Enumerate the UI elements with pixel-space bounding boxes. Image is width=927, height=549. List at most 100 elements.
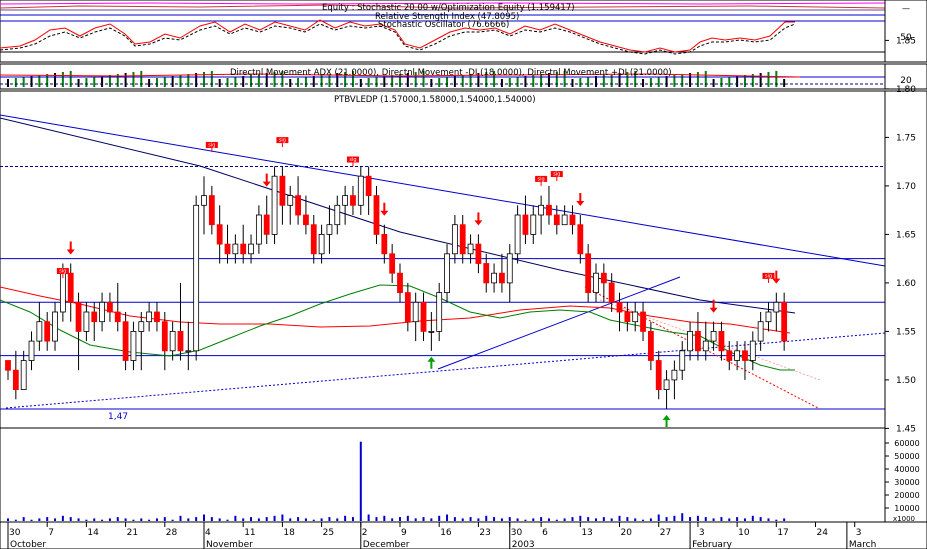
candle-57 xyxy=(451,215,458,264)
volume-bar-6 xyxy=(54,518,57,521)
candle-body-90 xyxy=(710,330,717,342)
candle-49 xyxy=(389,244,396,283)
volume-bar-11 xyxy=(93,518,96,521)
x-tick-label-12: 23 xyxy=(479,528,490,538)
candle-body-81 xyxy=(640,311,646,332)
dmi-bar-58 xyxy=(461,75,464,87)
dmi-bar-72 xyxy=(571,79,574,87)
x-tick-label-15: 13 xyxy=(581,528,592,538)
candle-93 xyxy=(734,341,741,371)
dmi-bar-24 xyxy=(195,73,198,87)
dmi-bar-27 xyxy=(218,79,221,87)
candle-80 xyxy=(632,302,639,332)
dmi-bar-80 xyxy=(634,71,637,87)
volume-bar-71 xyxy=(563,518,566,521)
volume-bar-17 xyxy=(140,518,143,521)
month-label-1: November xyxy=(206,540,253,549)
volume-bar-91 xyxy=(720,517,723,521)
volume-bar-0 xyxy=(7,518,9,521)
indicator1-tick-50: 50 xyxy=(900,33,912,43)
candle-17 xyxy=(138,312,145,371)
volume-bar-36 xyxy=(289,518,292,521)
volume-bar-65 xyxy=(516,518,519,521)
dmi-bar-9 xyxy=(77,79,80,87)
dmi-bar-5 xyxy=(46,74,49,87)
volume-bar-87 xyxy=(689,517,692,521)
dmi-bar-61 xyxy=(485,72,488,87)
volume-bar-46 xyxy=(367,514,370,521)
volume-bar-64 xyxy=(508,517,511,521)
dmi-bar-83 xyxy=(657,77,660,87)
candle-66 xyxy=(522,195,529,245)
candle-body-29 xyxy=(232,243,239,255)
dmi-bar-62 xyxy=(493,71,496,87)
candle-53 xyxy=(420,292,427,342)
candle-96 xyxy=(757,312,764,351)
volume-bar-9 xyxy=(77,518,80,521)
candle-body-37 xyxy=(295,195,301,216)
dmi-bar-55 xyxy=(438,78,441,87)
y-tick-label-5: 1.70 xyxy=(896,182,916,192)
dmi-bar-57 xyxy=(453,76,456,87)
candle-body-40 xyxy=(318,233,325,255)
down-arrow-60 xyxy=(474,212,483,226)
volume-bar-37 xyxy=(297,517,300,521)
volume-bar-89 xyxy=(704,517,707,521)
candle-78 xyxy=(616,292,623,332)
volume-bar-28 xyxy=(226,519,229,521)
volume-bar-57 xyxy=(453,517,456,521)
candle-body-82 xyxy=(647,330,654,361)
volume-bar-24 xyxy=(195,517,198,521)
candle-body-26 xyxy=(208,195,215,226)
dmi-bar-25 xyxy=(203,72,205,87)
dmi-bar-35 xyxy=(281,71,284,87)
candle-body-62 xyxy=(491,272,497,284)
volume-bar-69 xyxy=(547,518,550,521)
price-axis: 1.451.501.551.601.651.701.751.801.851.90… xyxy=(884,36,927,523)
dmi-bar-15 xyxy=(124,73,127,87)
candle-30 xyxy=(240,224,247,264)
candle-body-18 xyxy=(146,311,153,323)
dmi-bar-44 xyxy=(351,71,354,87)
dmi-bar-42 xyxy=(336,73,339,87)
candle-68 xyxy=(538,195,545,235)
candle-84 xyxy=(663,370,670,409)
candle-64 xyxy=(506,244,513,303)
candle-body-56 xyxy=(444,253,450,294)
candle-body-25 xyxy=(201,195,207,206)
volume-bar-67 xyxy=(532,518,535,521)
candle-23 xyxy=(185,321,192,371)
candle-body-36 xyxy=(287,195,294,206)
dmi-bar-53 xyxy=(422,71,425,87)
dmi-bar-96 xyxy=(759,73,762,87)
candle-75 xyxy=(593,263,599,303)
time-axis: 30 7 14 21 28 4 11 18 25 2 9 16 23 30 6 13 20 27 3 10 17 24 3 O… xyxy=(0,521,927,549)
volume-bar-39 xyxy=(312,519,315,521)
candle-42 xyxy=(334,195,341,235)
dmi-bar-3 xyxy=(30,76,33,87)
down-arrow-73 xyxy=(576,193,585,206)
dmi-bar-91 xyxy=(720,78,723,87)
volume-bar-82 xyxy=(649,518,652,521)
candle-61 xyxy=(483,253,490,293)
volume-bar-27 xyxy=(218,518,221,521)
dmi-bar-32 xyxy=(257,74,260,87)
dmi-bar-0 xyxy=(7,79,9,87)
volume-bar-42 xyxy=(336,518,339,521)
candle-34 xyxy=(271,166,278,245)
volume-bar-59 xyxy=(469,517,472,521)
candle-77 xyxy=(608,273,615,312)
candle-69 xyxy=(546,185,552,225)
volume-bar-33 xyxy=(265,517,268,521)
candle-47 xyxy=(373,185,380,245)
volume-bar-53 xyxy=(422,517,425,521)
candle-71 xyxy=(561,205,568,226)
down-arrow-48 xyxy=(380,202,389,216)
x-tick-label-11: 16 xyxy=(440,528,452,538)
candle-body-28 xyxy=(224,243,231,255)
signal-marker-text-1: sig xyxy=(208,142,215,148)
candle-body-99 xyxy=(781,301,788,342)
candle-body-57 xyxy=(451,224,458,255)
candle-body-98 xyxy=(773,301,780,313)
candle-body-11 xyxy=(91,311,98,323)
